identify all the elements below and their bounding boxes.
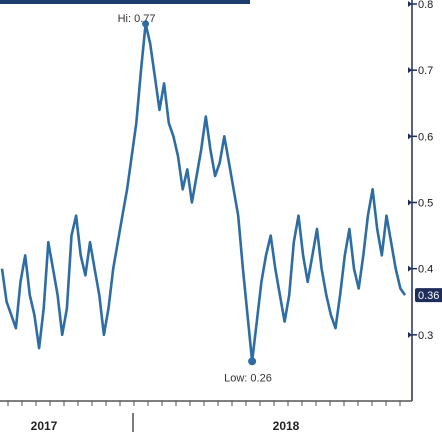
y-tick-arrow — [408, 67, 412, 74]
y-tick-label: 0.3 — [418, 330, 433, 342]
low-annotation: Low: 0.26 — [224, 372, 272, 384]
y-tick-arrow — [408, 133, 412, 140]
y-tick-arrow — [408, 331, 412, 338]
x-axis: 2017 2018 — [0, 400, 412, 433]
last-value-label: 0.36 — [418, 290, 439, 302]
last-value-marker — [415, 288, 442, 303]
low-marker — [248, 357, 257, 366]
y-tick-label: 0.4 — [418, 264, 433, 276]
y-axis: 0.8 0.7 0.6 0.5 0.4 0.3 0.36 — [408, 0, 442, 401]
high-marker — [142, 20, 150, 28]
y-tick-label: 0.7 — [418, 65, 433, 77]
high-annotation: Hi: 0.77 — [118, 13, 156, 25]
y-tick-arrow — [408, 199, 412, 206]
y-tick-arrow — [408, 1, 412, 7]
x-tick-label: 2018 — [273, 419, 300, 433]
x-tick-label: 2017 — [31, 419, 58, 433]
series-line — [0, 22, 407, 363]
top-band — [0, 0, 250, 4]
y-tick-arrow — [408, 265, 412, 272]
y-tick-label: 0.8 — [418, 0, 433, 11]
y-tick-label: 0.6 — [418, 131, 433, 143]
y-tick-label: 0.5 — [418, 198, 433, 210]
markers — [142, 20, 257, 366]
annotations: Hi: 0.77 Low: 0.26 — [118, 13, 272, 384]
